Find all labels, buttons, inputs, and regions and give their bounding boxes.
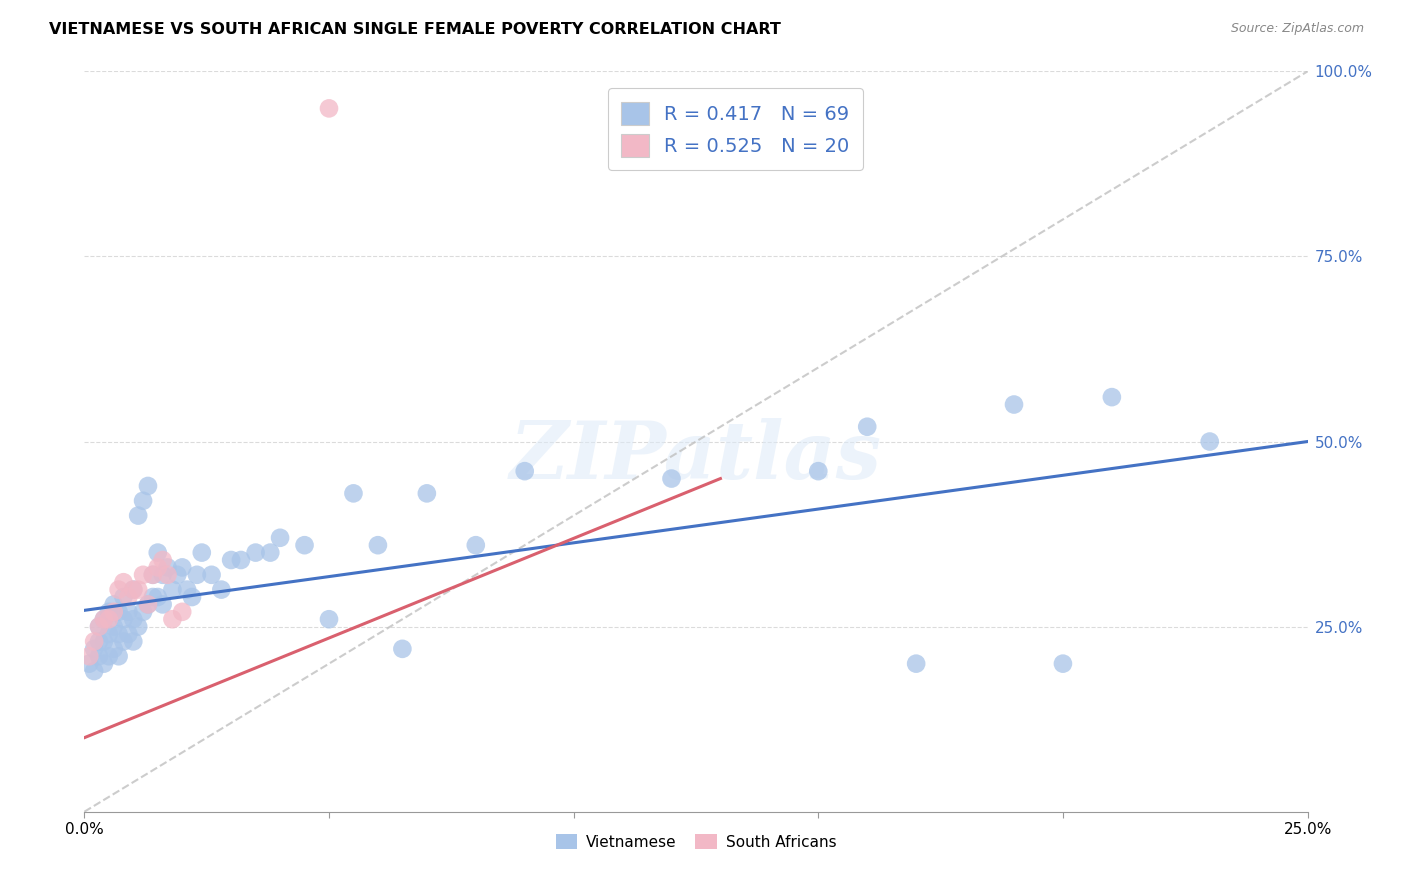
Point [269, 531, 291, 545]
Point [142, 567, 165, 582]
Point [146, 546, 169, 560]
Point [93, 612, 115, 626]
Point [107, 649, 129, 664]
Point [83, 634, 105, 648]
Point [127, 508, 149, 523]
Point [464, 538, 486, 552]
Point [367, 538, 389, 552]
Point [905, 657, 928, 671]
Point [156, 567, 179, 582]
Point [191, 546, 214, 560]
Point [127, 582, 149, 597]
Point [136, 598, 159, 612]
Point [107, 605, 129, 619]
Point [259, 546, 281, 560]
Point [229, 553, 252, 567]
Point [152, 553, 174, 567]
Point [181, 590, 204, 604]
Point [136, 479, 159, 493]
Point [93, 657, 115, 671]
Point [112, 634, 135, 648]
Point [112, 612, 135, 626]
Point [97, 605, 120, 619]
Point [112, 575, 135, 590]
Point [93, 612, 115, 626]
Point [87, 619, 110, 633]
Point [122, 634, 145, 648]
Point [127, 619, 149, 633]
Point [186, 567, 208, 582]
Point [107, 582, 129, 597]
Point [162, 582, 184, 597]
Point [176, 582, 198, 597]
Point [513, 464, 536, 478]
Point [87, 649, 110, 664]
Point [142, 590, 165, 604]
Point [122, 582, 145, 597]
Point [83, 664, 105, 678]
Point [103, 619, 125, 633]
Point [245, 546, 267, 560]
Point [807, 464, 830, 478]
Point [97, 612, 120, 626]
Point [342, 486, 364, 500]
Point [1101, 390, 1123, 404]
Point [152, 598, 174, 612]
Point [122, 582, 145, 597]
Point [132, 605, 155, 619]
Point [318, 102, 340, 116]
Point [172, 605, 194, 619]
Point [107, 627, 129, 641]
Point [856, 419, 879, 434]
Point [219, 553, 242, 567]
Text: VIETNAMESE VS SOUTH AFRICAN SINGLE FEMALE POVERTY CORRELATION CHART: VIETNAMESE VS SOUTH AFRICAN SINGLE FEMAL… [49, 22, 782, 37]
Point [87, 619, 110, 633]
Point [142, 567, 165, 582]
Point [1052, 657, 1074, 671]
Point [87, 634, 110, 648]
Point [93, 634, 115, 648]
Point [103, 641, 125, 656]
Point [391, 641, 413, 656]
Point [166, 567, 188, 582]
Text: Source: ZipAtlas.com: Source: ZipAtlas.com [1230, 22, 1364, 36]
Point [146, 560, 169, 574]
Point [152, 567, 174, 582]
Point [416, 486, 439, 500]
Point [77, 649, 100, 664]
Point [136, 598, 159, 612]
Point [1002, 398, 1025, 412]
Point [103, 605, 125, 619]
Point [112, 590, 135, 604]
Point [294, 538, 316, 552]
Point [200, 567, 222, 582]
Point [117, 627, 139, 641]
Point [156, 560, 179, 574]
Point [117, 605, 139, 619]
Point [1198, 434, 1220, 449]
Point [172, 560, 194, 574]
Point [661, 471, 683, 485]
Point [103, 598, 125, 612]
Point [77, 657, 100, 671]
Point [162, 612, 184, 626]
Point [83, 641, 105, 656]
Point [146, 590, 169, 604]
Point [132, 493, 155, 508]
Point [97, 649, 120, 664]
Legend: Vietnamese, South Africans: Vietnamese, South Africans [550, 828, 842, 856]
Point [209, 582, 232, 597]
Point [318, 612, 340, 626]
Point [117, 590, 139, 604]
Text: ZIPatlas: ZIPatlas [510, 417, 882, 495]
Point [97, 627, 120, 641]
Point [132, 567, 155, 582]
Point [122, 612, 145, 626]
